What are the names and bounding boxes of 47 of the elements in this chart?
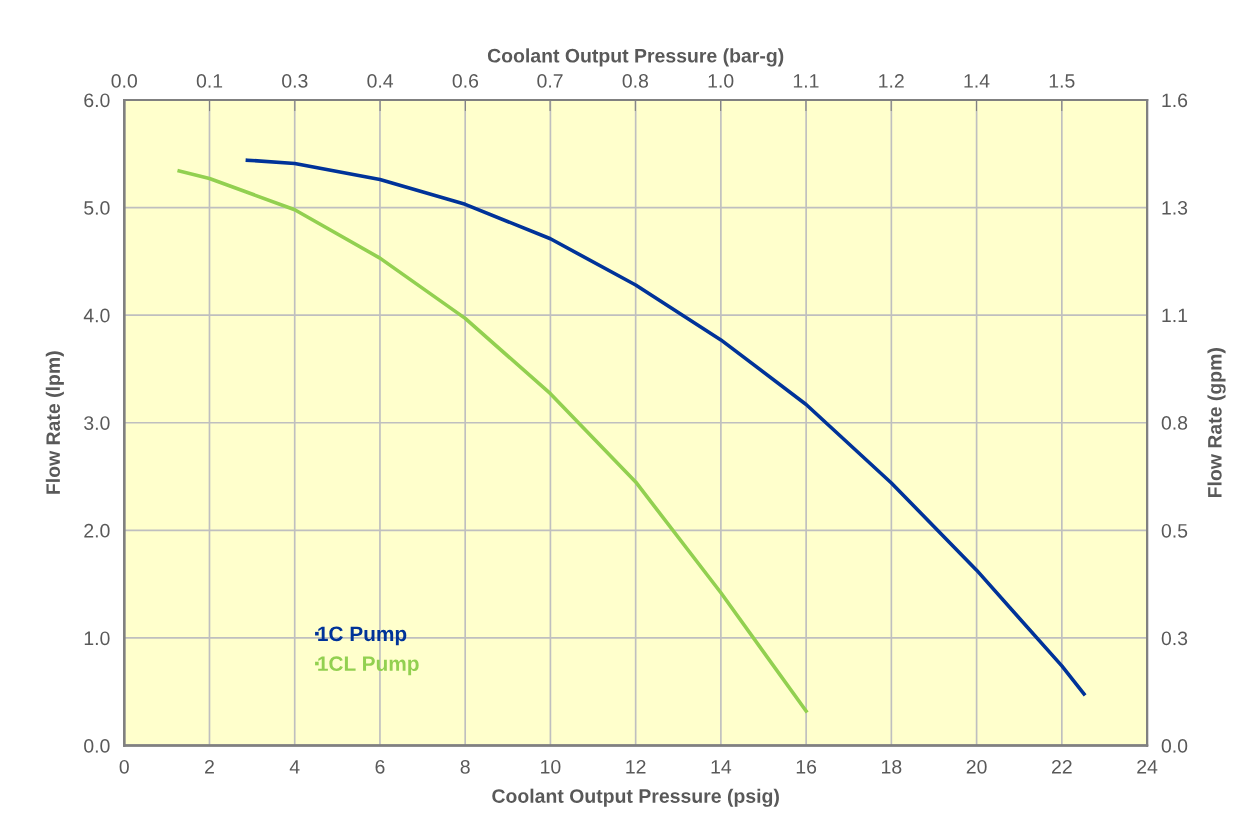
x2-tick-label: 0.4 — [367, 74, 394, 88]
y2-tick-label: 0.5 — [1161, 523, 1188, 538]
x-tick-label: 14 — [711, 760, 732, 774]
y-tick-label: 5.0 — [84, 201, 110, 215]
y-tick-label: 3.0 — [84, 416, 110, 430]
x2-axis-title: Coolant Output Pressure (bar-g) — [487, 48, 784, 67]
x-tick-label: 22 — [1052, 759, 1072, 774]
y-tick-label: 6.0 — [84, 93, 110, 108]
x2-tick-label: 1.0 — [708, 74, 734, 88]
y2-tick-label: 0.3 — [1161, 631, 1188, 646]
x-tick-label: 18 — [882, 759, 902, 774]
x2-tick-label: 1.2 — [879, 74, 904, 88]
y2-tick-label: 0.8 — [1161, 416, 1188, 430]
y-tick-label: 0.0 — [84, 739, 110, 753]
x-tick-label: 0 — [119, 759, 129, 774]
x-tick-label: 6 — [375, 759, 385, 774]
x2-tick-label: 1.1 — [793, 74, 819, 88]
x-tick-label: 10 — [541, 759, 561, 774]
legend-label: 1C Pump — [318, 626, 407, 646]
y2-tick-label: 1.1 — [1162, 308, 1188, 323]
y2-tick-label: 1.6 — [1162, 93, 1188, 108]
y2-axis-title: Flow Rate (gpm) — [1207, 348, 1226, 498]
x2-tick-label: 0.6 — [452, 74, 479, 88]
x-tick-label: 2 — [205, 759, 214, 774]
y-tick-label: 1.0 — [84, 631, 110, 646]
y-axis-title: Flow Rate (lpm) — [45, 351, 64, 494]
y-tick-label: 2.0 — [84, 523, 110, 538]
x2-tick-label: 1.5 — [1049, 74, 1075, 88]
x-axis-title: Coolant Output Pressure (psig) — [492, 788, 779, 807]
x-tick-label: 16 — [796, 759, 817, 774]
y-tick-label: 4.0 — [83, 308, 110, 323]
x2-tick-label: 0.7 — [537, 74, 563, 88]
x-tick-label: 24 — [1137, 759, 1158, 774]
y2-tick-label: 1.3 — [1162, 200, 1188, 215]
line-series — [177, 169, 808, 713]
x-tick-label: 8 — [460, 759, 470, 774]
y2-tick-label: 0.0 — [1161, 739, 1188, 753]
x2-tick-label: 0.8 — [622, 74, 649, 88]
x2-tick-label: 0.3 — [282, 74, 308, 88]
x-tick-label: 12 — [626, 759, 646, 774]
x-tick-label: 20 — [966, 759, 987, 774]
line-series — [245, 158, 1086, 696]
x2-tick-label: 0.0 — [111, 74, 137, 88]
x-tick-label: 4 — [289, 760, 300, 774]
x2-tick-label: 1.4 — [964, 74, 990, 88]
legend-label: 1CL Pump — [318, 656, 419, 676]
x2-tick-label: 0.1 — [196, 74, 223, 88]
